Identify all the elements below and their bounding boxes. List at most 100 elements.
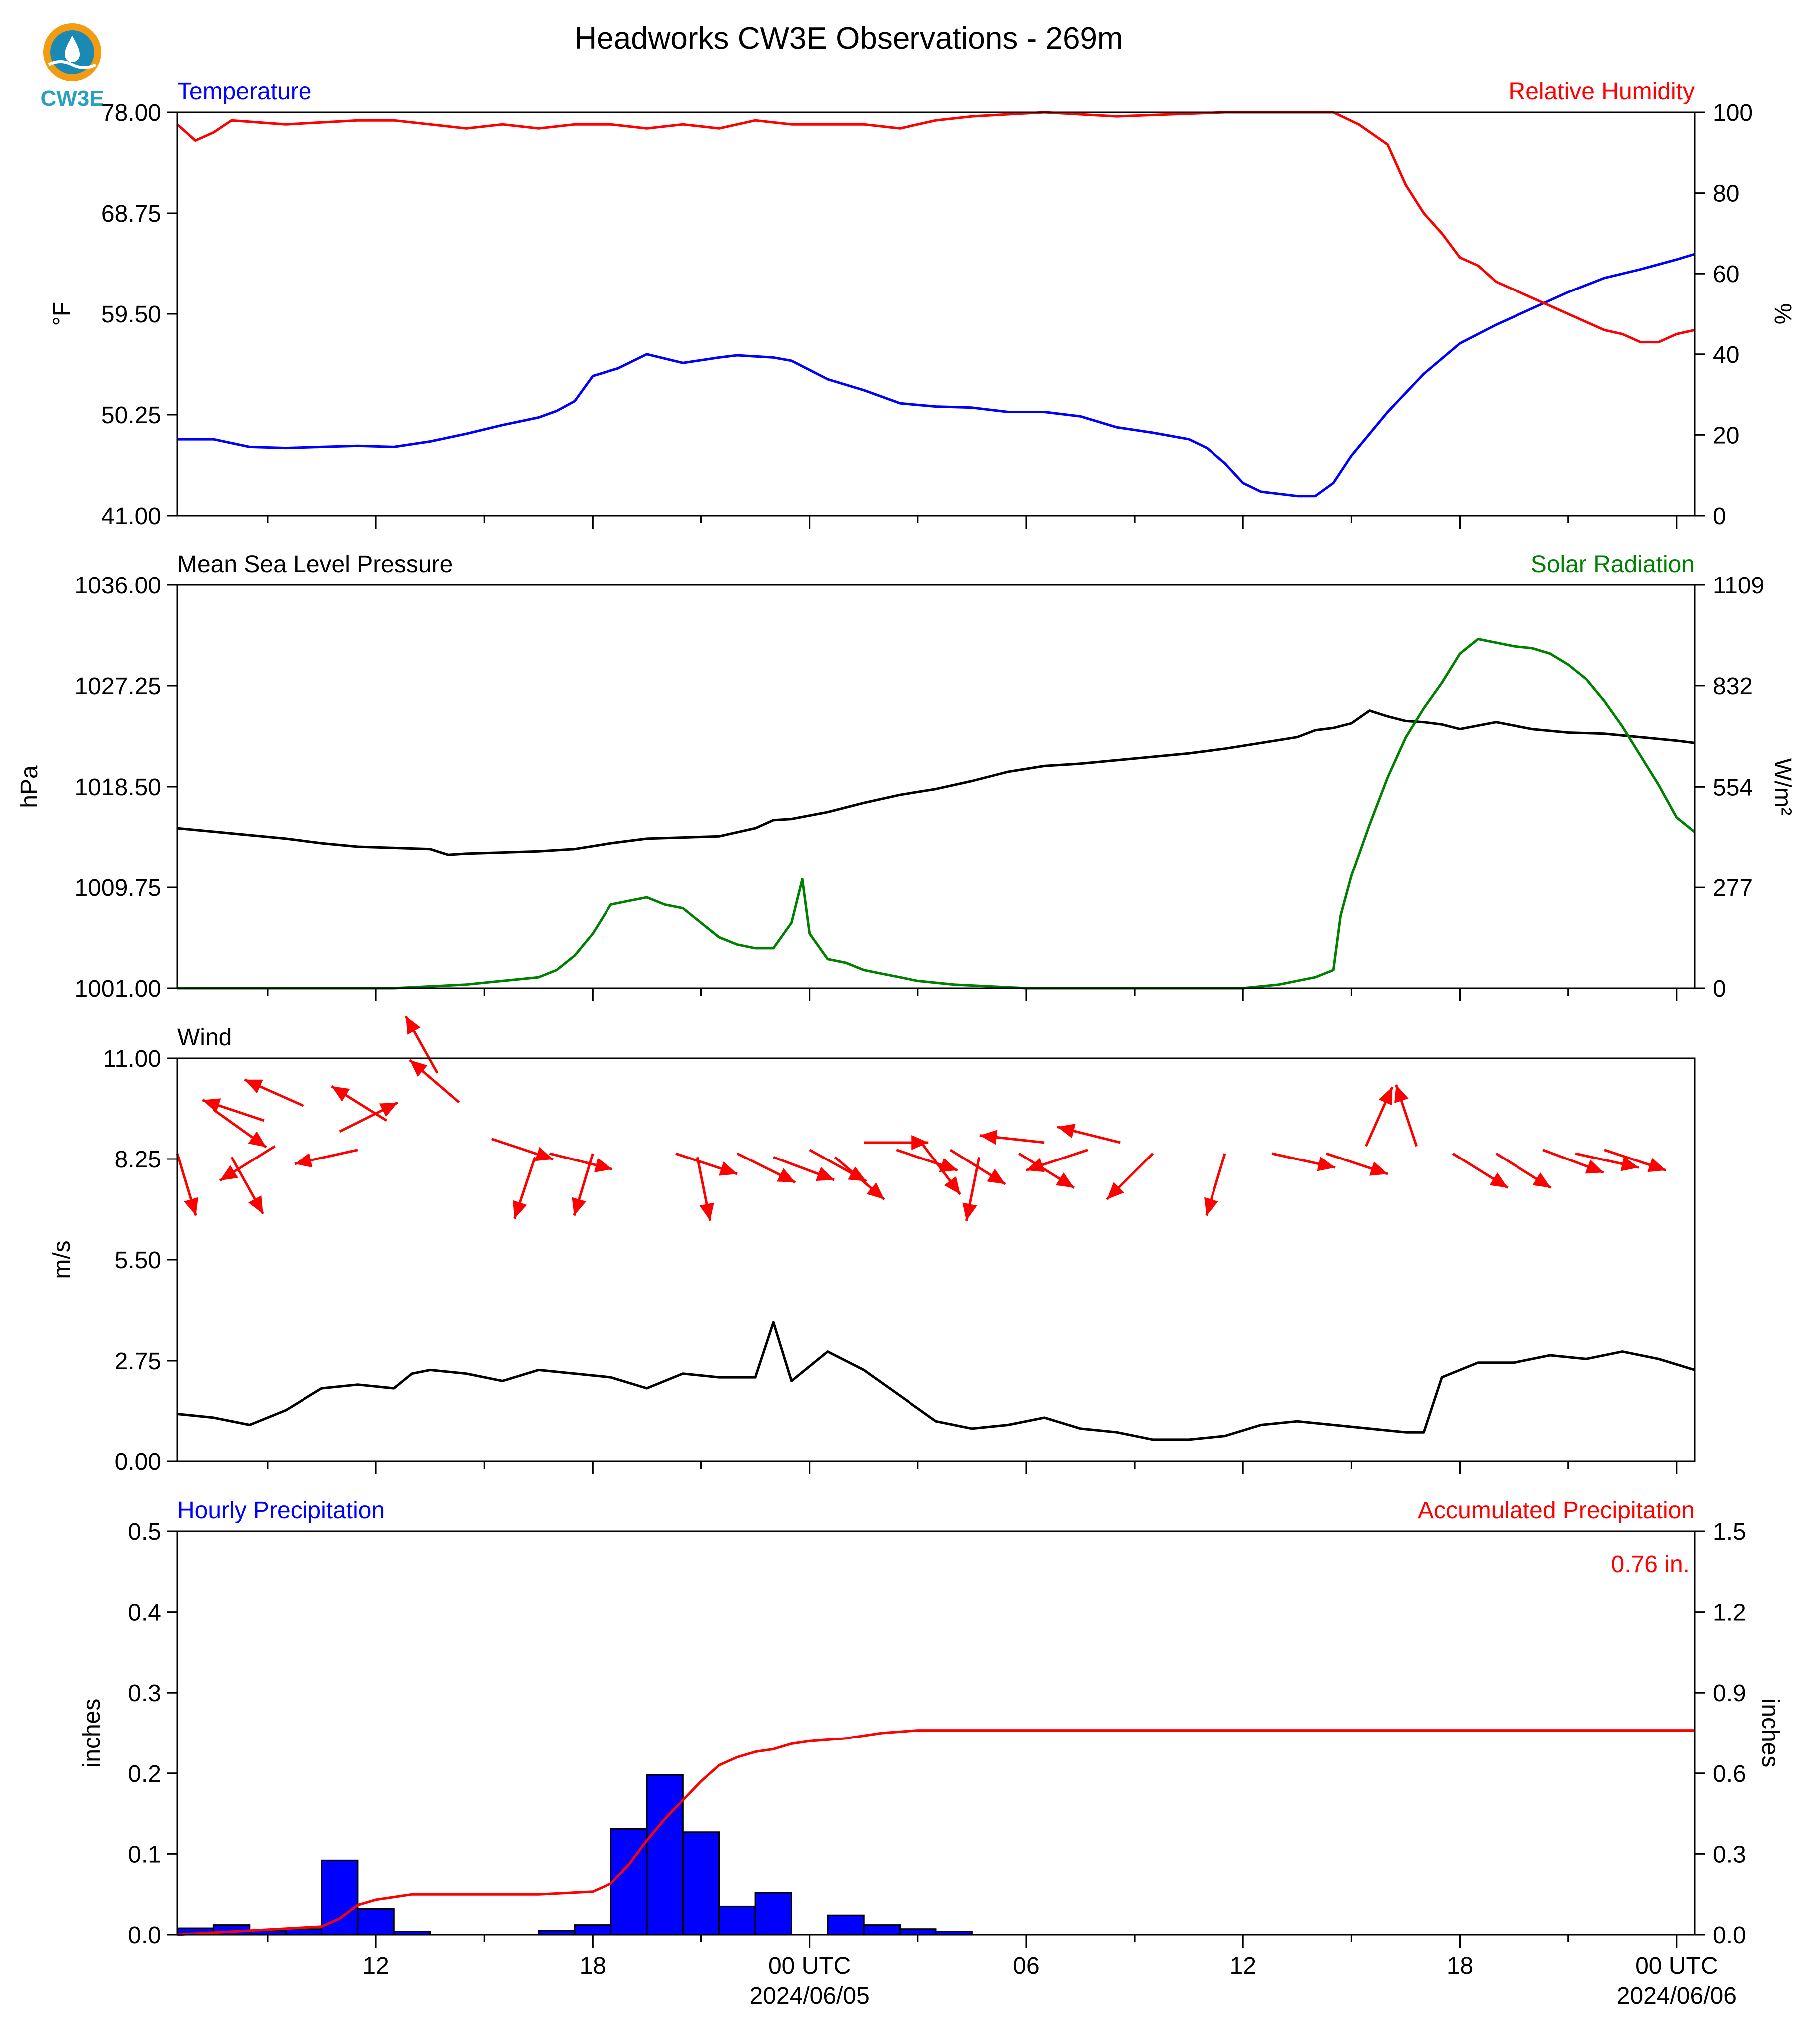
wind-arrow: [1325, 1152, 1388, 1176]
wind-arrow-head: [331, 1086, 350, 1102]
x-tick-label: 00 UTC: [768, 1953, 851, 1979]
wind-arrow-head: [1532, 1172, 1551, 1188]
series-line-0: [177, 253, 1695, 498]
precip-bar: [610, 1828, 648, 1936]
cw3e-logo-graphic: CW3E: [40, 23, 104, 111]
y-tick-label: 1027.25: [74, 673, 161, 700]
wind-arrow: [331, 1085, 388, 1122]
y-tick-label-right: 1.5: [1713, 1519, 1746, 1545]
wind-arrow: [834, 1156, 885, 1200]
wind-arrow: [920, 1142, 962, 1195]
wind-arrow-head: [572, 1197, 587, 1216]
wind-arrow: [1025, 1149, 1088, 1172]
y-tick-label-right: 832: [1713, 673, 1753, 700]
wind-arrow: [1542, 1149, 1604, 1174]
wind-arrow-head: [979, 1130, 998, 1145]
wind-arrow-head: [1378, 1087, 1393, 1106]
precip-bar: [754, 1892, 792, 1936]
series-line-1: [176, 111, 1695, 344]
panel-frame: [176, 111, 1696, 517]
wind-arrow: [675, 1152, 738, 1176]
y-tick-label-right: 100: [1713, 100, 1753, 126]
panel-right-title: Relative Humidity: [1509, 78, 1695, 105]
wind-arrow: [1604, 1149, 1667, 1172]
wind-arrow: [1575, 1152, 1639, 1171]
wind-arrow-head: [962, 1202, 977, 1221]
wind-arrow: [962, 1157, 981, 1221]
precip-bar: [863, 1924, 901, 1936]
wind-arrow-head: [535, 1147, 554, 1161]
wind-arrow: [1106, 1153, 1154, 1200]
wind-arrow-head: [1107, 1182, 1125, 1199]
wind-arrow-head: [1026, 1158, 1045, 1172]
wind-arrow: [202, 1098, 265, 1122]
x-tick-date: 2024/06/06: [1617, 1983, 1737, 2009]
y-tick-label-right: 0: [1713, 503, 1726, 530]
figure-title: Headworks CW3E Observations - 269m: [574, 21, 1123, 56]
wind-arrow: [339, 1101, 399, 1133]
wind-arrow-head: [848, 1166, 867, 1181]
y-axis-label: hPa: [16, 765, 43, 808]
wind-arrow: [1452, 1152, 1509, 1189]
panel-left-title: Wind: [177, 1024, 232, 1051]
y-tick-label-right: 0: [1713, 976, 1726, 1002]
wind-arrow-head: [248, 1195, 263, 1214]
y-tick-label-right: 1109: [1713, 573, 1764, 599]
wind-arrow-head: [406, 1016, 421, 1035]
wind-arrow-head: [777, 1168, 796, 1183]
wind-arrow: [409, 1059, 460, 1104]
y-tick-label-right: 80: [1713, 181, 1739, 207]
precip-bar: [827, 1914, 865, 1936]
y-tick-label: 0.5: [128, 1519, 161, 1545]
wind-arrow-head: [202, 1098, 221, 1113]
wind-arrow: [294, 1149, 358, 1168]
wind-arrow: [176, 1153, 198, 1216]
panel-frame: [176, 584, 1696, 989]
x-tick-label: 12: [362, 1953, 389, 1979]
y-tick-label-right: 1.2: [1713, 1600, 1746, 1626]
x-tick-label: 18: [1447, 1953, 1473, 1979]
wind-arrow: [230, 1157, 264, 1215]
y-tick-label-right: 20: [1713, 422, 1739, 449]
x-tick-label: 00 UTC: [1635, 1953, 1718, 1979]
accumulated-total-label: 0.76 in.: [1611, 1551, 1690, 1578]
precip-bar: [682, 1831, 720, 1936]
precip-bar: [285, 1928, 323, 1936]
wind-arrow-head: [944, 1176, 961, 1194]
wind-arrow-head: [1585, 1159, 1604, 1174]
wind-arrow-head: [815, 1166, 835, 1181]
series-line-1: [177, 638, 1696, 990]
panel-right-title: Accumulated Precipitation: [1418, 1497, 1695, 1524]
wind-arrow-head: [220, 1165, 238, 1181]
wind-arrow: [572, 1153, 594, 1216]
wind-arrow: [219, 1145, 276, 1182]
y-axis-label-right: W/m²: [1769, 758, 1796, 816]
wind-arrow-head: [295, 1153, 313, 1168]
y-tick-label-right: 0.3: [1713, 1841, 1746, 1868]
precip-bar: [357, 1908, 395, 1936]
panel-left-title: Temperature: [177, 78, 311, 105]
wind-arrow: [1018, 1152, 1075, 1189]
wind-arrow-head: [1369, 1161, 1388, 1176]
wind-arrow-head: [1489, 1172, 1508, 1188]
panel-left-title: Mean Sea Level Pressure: [177, 551, 453, 578]
y-tick-label: 0.1: [128, 1841, 161, 1868]
y-tick-label: 0.00: [115, 1449, 161, 1475]
wind-arrow: [736, 1152, 796, 1184]
y-axis-label: m/s: [49, 1240, 75, 1279]
wind-arrow-head: [1055, 1172, 1074, 1188]
wind-arrow: [1394, 1084, 1418, 1147]
panel-frame: [176, 1530, 1696, 1936]
wind-arrow: [979, 1130, 1045, 1145]
y-tick-label-right: 60: [1713, 261, 1739, 288]
logo-text: CW3E: [40, 86, 104, 110]
precip-bar: [646, 1774, 684, 1936]
y-tick-label: 1001.00: [74, 976, 161, 1002]
wind-arrow-head: [1317, 1157, 1336, 1171]
y-tick-label: 8.25: [115, 1147, 161, 1173]
wind-arrow-head: [1647, 1158, 1666, 1172]
wind-arrow: [404, 1015, 439, 1074]
panel-left-title: Hourly Precipitation: [177, 1497, 385, 1524]
wind-arrow: [1271, 1152, 1336, 1171]
